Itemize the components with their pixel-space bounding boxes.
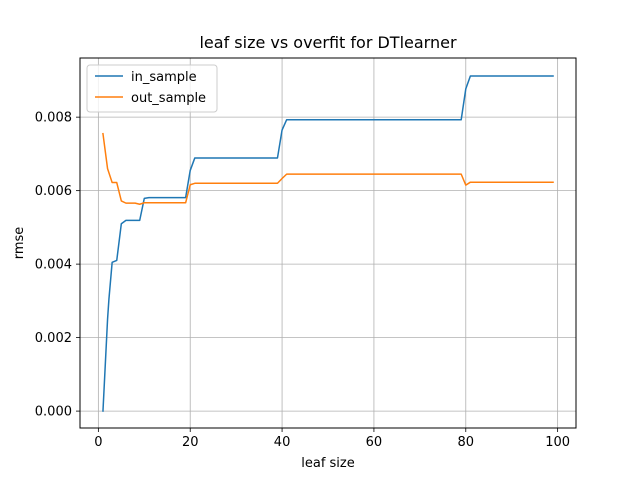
- plot-frame: [79, 57, 577, 429]
- axis-ticks: 0 20 40 60 80 100 0.000 0.002 0.004 0.006 0.008: [35, 111, 570, 450]
- legend: in_sample out_sample: [86, 64, 218, 113]
- y-axis-label: rmse: [12, 227, 27, 260]
- legend-label-out-sample: out_sample: [131, 91, 206, 106]
- legend-label-in-sample: in_sample: [131, 70, 197, 85]
- series-line-in-sample: [102, 75, 554, 412]
- x-tick-label: 80: [458, 435, 475, 450]
- y-tick-label: 0.006: [35, 184, 72, 199]
- x-tick-label: 40: [274, 435, 291, 450]
- y-tick-label: 0.004: [35, 258, 72, 273]
- x-tick-label: 100: [545, 435, 570, 450]
- series-line-out-sample: [102, 132, 554, 205]
- x-axis-label: leaf size: [301, 456, 355, 471]
- y-tick-label: 0.000: [35, 405, 72, 420]
- y-tick-label: 0.002: [35, 331, 72, 346]
- x-tick-label: 0: [94, 435, 102, 450]
- grid-lines: [80, 58, 576, 428]
- y-tick-label: 0.008: [35, 111, 72, 126]
- chart-title: leaf size vs overfit for DTlearner: [199, 33, 456, 52]
- x-tick-label: 60: [366, 435, 383, 450]
- x-tick-label: 20: [182, 435, 199, 450]
- series-layer: [102, 75, 554, 412]
